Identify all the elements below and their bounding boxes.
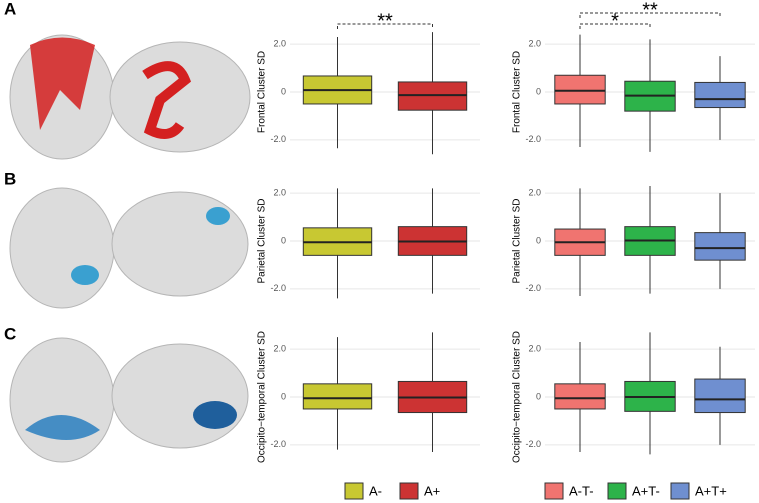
panel-label: A — [4, 0, 16, 18]
y-axis-label: Frontal Cluster SD — [257, 51, 268, 133]
box — [302, 383, 373, 410]
panel-label: B — [4, 169, 16, 188]
y-tick-label: 2.0 — [273, 344, 286, 354]
y-tick-label: -2.0 — [525, 439, 541, 449]
significance-label: ** — [642, 0, 658, 21]
y-tick-label: 0 — [281, 391, 286, 401]
legend-label: A-T- — [569, 483, 594, 498]
y-axis-label: Parietal Cluster SD — [257, 198, 268, 283]
legend-swatch — [607, 482, 627, 500]
y-tick-label: 2.0 — [273, 39, 286, 49]
brain-side-view — [111, 343, 249, 449]
y-tick-label: 0 — [536, 235, 541, 245]
cluster — [142, 61, 192, 139]
y-tick-label: 0 — [536, 86, 541, 96]
significance-label: ** — [377, 10, 393, 32]
y-tick-label: 2.0 — [528, 344, 541, 354]
y-axis-label: Parietal Cluster SD — [512, 198, 523, 283]
y-tick-label: 0 — [536, 391, 541, 401]
significance-bracket — [579, 12, 721, 18]
y-tick-label: -2.0 — [270, 283, 286, 293]
legend-label: A+T- — [632, 483, 660, 498]
y-tick-label: -2.0 — [270, 134, 286, 144]
significance-bracket — [337, 23, 433, 29]
legend-swatch — [344, 482, 364, 500]
brain-top-view — [9, 187, 115, 309]
brain-side-view — [111, 191, 249, 297]
box — [694, 378, 746, 414]
brain-side-view — [109, 41, 251, 153]
legend-swatch — [399, 482, 419, 500]
y-tick-label: 2.0 — [528, 188, 541, 198]
box — [554, 383, 606, 410]
y-tick-label: 2.0 — [273, 188, 286, 198]
box — [694, 232, 746, 261]
cluster — [25, 415, 100, 440]
significance-bracket — [579, 23, 651, 29]
significance-label: * — [611, 10, 619, 32]
y-axis-label: Occipito−temporal Cluster SD — [512, 331, 523, 463]
cluster — [206, 207, 230, 225]
legend-label: A- — [369, 483, 382, 498]
cluster — [71, 265, 99, 285]
y-tick-label: 0 — [281, 86, 286, 96]
y-tick-label: -2.0 — [525, 134, 541, 144]
legend-swatch — [670, 482, 690, 500]
brain-top-view — [9, 337, 115, 463]
cluster — [30, 37, 95, 130]
y-tick-label: -2.0 — [525, 283, 541, 293]
box — [554, 74, 606, 105]
legend-label: A+ — [424, 483, 440, 498]
y-tick-label: 2.0 — [528, 39, 541, 49]
y-axis-label: Frontal Cluster SD — [512, 51, 523, 133]
y-tick-label: -2.0 — [270, 439, 286, 449]
legend-label: A+T+ — [695, 483, 727, 498]
y-tick-label: 0 — [281, 235, 286, 245]
cluster — [193, 401, 237, 429]
box — [694, 81, 746, 109]
legend-swatch — [544, 482, 564, 500]
y-axis-label: Occipito−temporal Cluster SD — [257, 331, 268, 463]
panel-label: C — [4, 324, 16, 343]
brain-images — [9, 34, 251, 463]
